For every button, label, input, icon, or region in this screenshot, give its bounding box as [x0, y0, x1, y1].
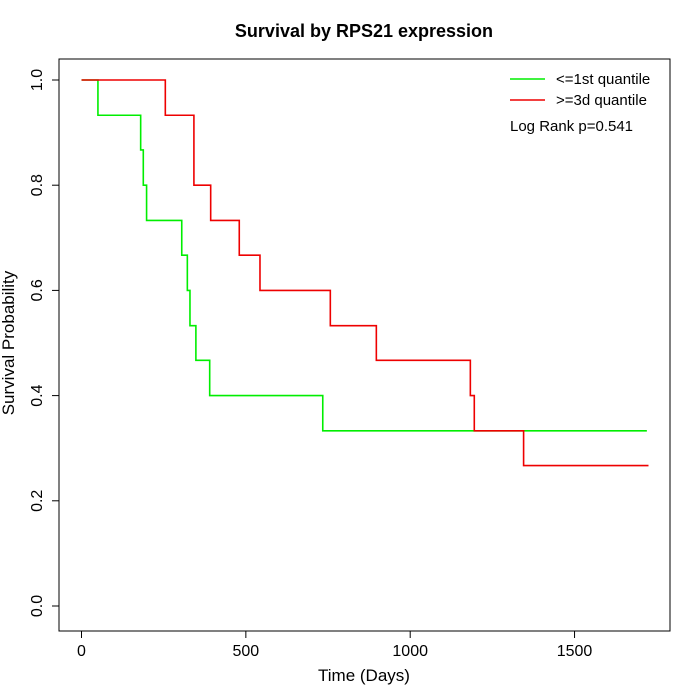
chart-title: Survival by RPS21 expression: [235, 21, 493, 41]
x-tick-label: 0: [77, 643, 86, 660]
legend-label-lower-quantile: <=1st quantile: [556, 71, 650, 88]
log-rank-annotation: Log Rank p=0.541: [510, 118, 633, 135]
series-layer: [81, 79, 649, 467]
x-tick-label: 1000: [392, 643, 428, 660]
y-tick-label: 0.8: [29, 174, 46, 196]
y-axis: 0.0 0.2 0.4 0.6 0.8 1.0: [29, 69, 60, 617]
x-axis: 0 500 1000 1500: [77, 630, 593, 660]
x-tick-label: 1500: [557, 643, 593, 660]
y-tick-label: 0.2: [29, 490, 46, 512]
y-tick-label: 0.6: [29, 279, 46, 301]
y-axis-title: Survival Probability: [0, 270, 18, 415]
y-tick-label: 0.4: [29, 384, 46, 406]
survival-curve-lower-quantile: [81, 79, 647, 432]
legend: <=1st quantile >=3d quantile: [510, 71, 650, 109]
y-tick-label: 0.0: [29, 595, 46, 617]
x-axis-title: Time (Days): [318, 666, 410, 685]
x-tick-label: 500: [232, 643, 259, 660]
survival-curve-upper-quantile: [81, 79, 649, 467]
y-tick-label: 1.0: [29, 69, 46, 91]
legend-label-upper-quantile: >=3d quantile: [556, 92, 647, 109]
